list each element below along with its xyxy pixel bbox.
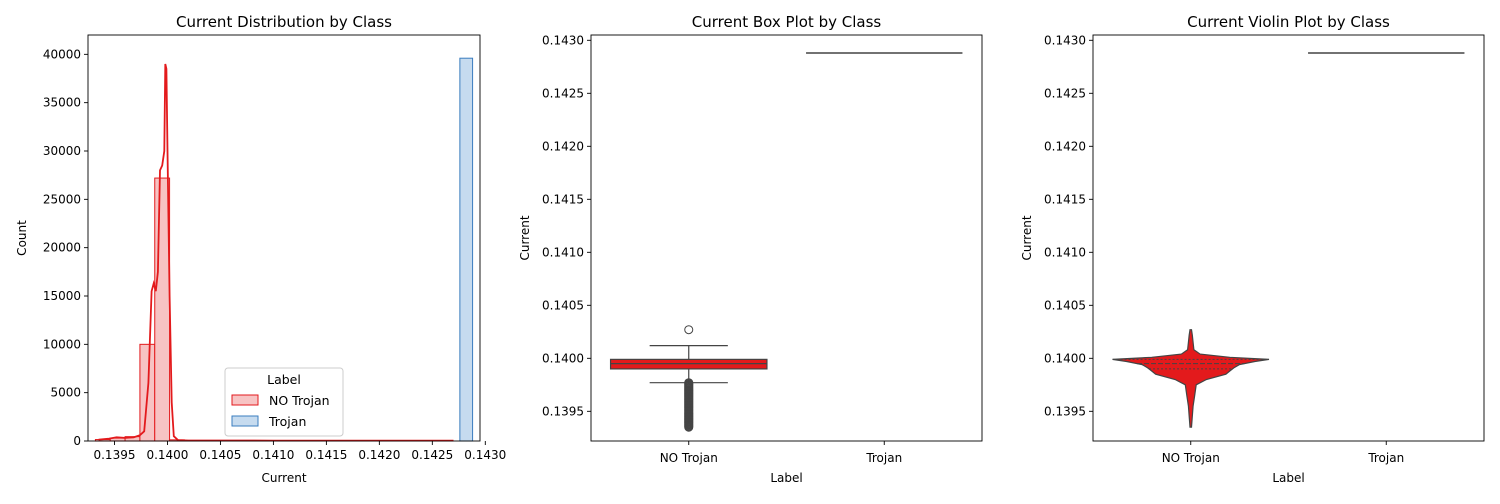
y-tick-label: 0.1405: [1044, 298, 1086, 312]
chart-title: Current Box Plot by Class: [692, 13, 882, 31]
chart-title: Current Distribution by Class: [176, 13, 392, 31]
legend-label-trojan: Trojan: [268, 414, 306, 429]
y-tick-label: 15000: [43, 289, 81, 303]
y-tick-label: 0.1425: [1044, 86, 1086, 100]
x-tick-label: 0.1425: [411, 448, 453, 462]
x-tick-label: 0.1395: [93, 448, 135, 462]
y-tick-label: 0.1415: [542, 192, 584, 206]
x-axis-label: Label: [1272, 471, 1304, 485]
y-tick-label: 0.1420: [1044, 139, 1086, 153]
histogram-bar-no-trojan: [155, 178, 170, 441]
histogram-bar-trojan: [460, 58, 473, 441]
histogram-panel: Current Distribution by Class Current Coun…: [15, 13, 506, 485]
y-tick-label: 0: [73, 434, 81, 448]
x-tick-label: NO Trojan: [1162, 451, 1220, 465]
y-tick-label: 40000: [43, 47, 81, 61]
x-tick-label: Trojan: [865, 451, 902, 465]
y-tick-label: 5000: [50, 386, 81, 400]
legend-title: Label: [267, 372, 301, 387]
x-axis-label: Label: [770, 471, 802, 485]
y-tick-label: 0.1420: [542, 139, 584, 153]
y-tick-label: 25000: [43, 192, 81, 206]
y-tick-label: 0.1430: [1044, 33, 1086, 47]
y-tick-label: 20000: [43, 241, 81, 255]
y-axis-label: Count: [15, 220, 29, 256]
x-tick-label: 0.1410: [252, 448, 294, 462]
y-tick-label: 0.1410: [1044, 245, 1086, 259]
x-tick-label: Trojan: [1367, 451, 1404, 465]
y-tick-label: 0.1395: [1044, 404, 1086, 418]
chart-title: Current Violin Plot by Class: [1187, 13, 1390, 31]
legend: Label NO Trojan Trojan: [225, 368, 343, 436]
y-tick-label: 0.1410: [542, 245, 584, 259]
x-tick-label: 0.1400: [146, 448, 188, 462]
violin-no-trojan: [1113, 330, 1270, 428]
y-tick-label: 10000: [43, 337, 81, 351]
axes-frame: [591, 35, 982, 441]
violinplot-panel: Current Violin Plot by Class Label Current…: [1020, 13, 1484, 485]
x-tick-label: 0.1430: [464, 448, 506, 462]
x-tick-label: 0.1405: [199, 448, 241, 462]
x-tick-label: 0.1415: [305, 448, 347, 462]
y-tick-label: 0.1395: [542, 404, 584, 418]
y-tick-label: 30000: [43, 144, 81, 158]
y-tick-label: 35000: [43, 96, 81, 110]
x-axis-label: Current: [261, 471, 306, 485]
legend-label-no-trojan: NO Trojan: [269, 393, 330, 408]
y-tick-label: 0.1400: [542, 351, 584, 365]
legend-swatch-no-trojan: [232, 395, 258, 405]
y-axis-label: Current: [518, 215, 532, 260]
y-axis-label: Current: [1020, 215, 1034, 260]
outlier-point: [685, 326, 693, 334]
y-tick-label: 0.1415: [1044, 192, 1086, 206]
legend-swatch-trojan: [232, 416, 258, 426]
axes-frame: [1093, 35, 1484, 441]
x-tick-label: NO Trojan: [660, 451, 718, 465]
y-tick-label: 0.1400: [1044, 351, 1086, 365]
y-tick-label: 0.1405: [542, 298, 584, 312]
x-tick-label: 0.1420: [358, 448, 400, 462]
boxplot-panel: Current Box Plot by Class Label Current 0.1…: [518, 13, 982, 485]
y-tick-label: 0.1425: [542, 86, 584, 100]
y-tick-label: 0.1430: [542, 33, 584, 47]
